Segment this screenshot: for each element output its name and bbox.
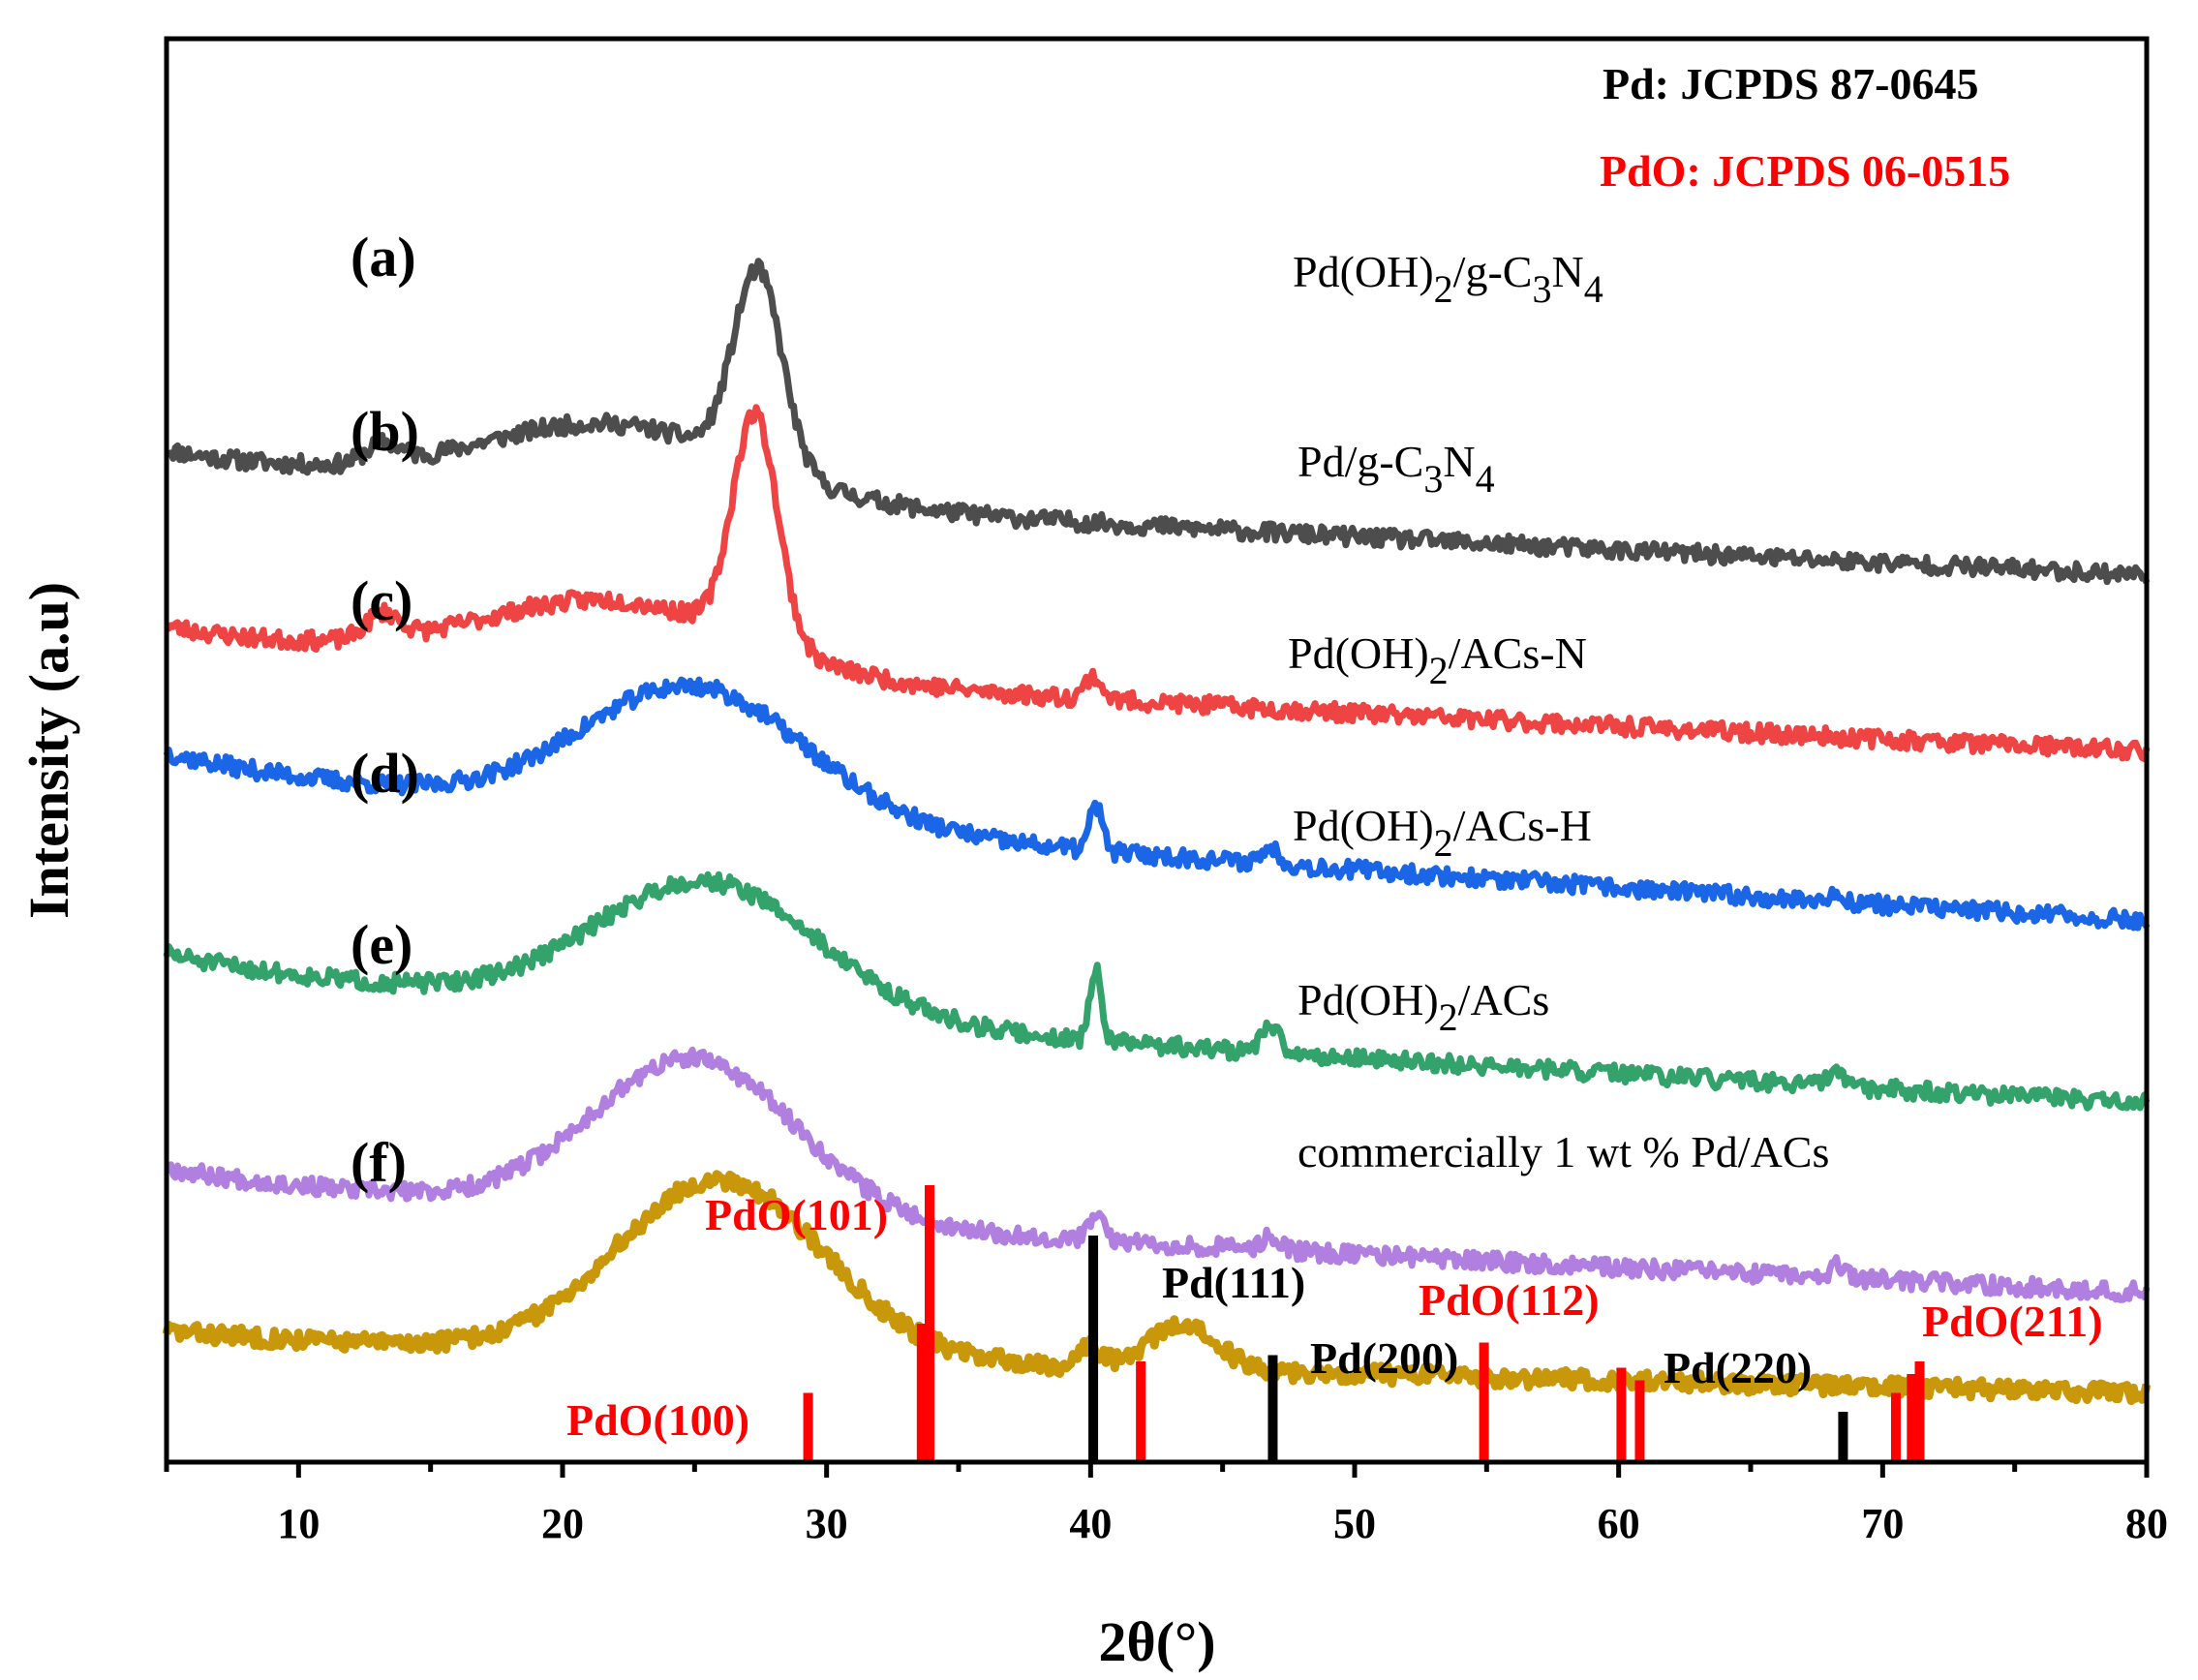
sample-name-f: commercially 1 wt % Pd/ACs (1297, 1127, 1829, 1176)
x-tick-label-40: 40 (1069, 1500, 1112, 1547)
series-line-a (165, 258, 2151, 586)
sample-name-c: Pd(OH)2/ACs-N (1288, 628, 1587, 692)
series-layer (162, 258, 2152, 1406)
reference-lines-layer (803, 1185, 1925, 1462)
sample-tag-b: (b) (351, 400, 419, 463)
plot-frame (164, 36, 2150, 1465)
sample-tag-e: (e) (351, 913, 412, 976)
peak-label-pdo-100: PdO(100) (566, 1395, 749, 1445)
series-line-c (163, 676, 2151, 932)
peak-label-pd-200: Pd(200) (1310, 1333, 1458, 1383)
peak-label-pd-220: Pd(220) (1664, 1343, 1812, 1392)
peak-label-pdo-112: PdO(112) (1419, 1275, 1600, 1325)
series-line-f (162, 1170, 2152, 1406)
x-tick-label-60: 60 (1598, 1500, 1640, 1547)
series-line-e (165, 1046, 2151, 1303)
sample-tag-c: (c) (351, 569, 412, 632)
sample-tag-d: (d) (351, 742, 419, 805)
legend-pdo-reference: PdO: JCPDS 06-0515 (1600, 146, 2010, 196)
sample-name-d: Pd(OH)2/ACs-H (1293, 801, 1592, 865)
peak-label-pdo-101: PdO(101) (705, 1190, 888, 1239)
peak-label-pdo-211: PdO(211) (1922, 1297, 2103, 1346)
x-tick-label-70: 70 (1861, 1500, 1904, 1547)
sample-name-a: Pd(OH)2/g-C3N4 (1293, 247, 1603, 311)
y-axis-title: Intensity (a.u) (17, 582, 80, 919)
x-tick-label-50: 50 (1333, 1500, 1376, 1547)
peak-label-pd-111: Pd(111) (1162, 1258, 1305, 1307)
x-axis-title: 2θ(°) (1098, 1610, 1215, 1673)
sample-tag-a: (a) (351, 226, 416, 289)
sample-tag-f: (f) (351, 1131, 407, 1194)
series-line-d (163, 871, 2151, 1112)
sample-name-b: Pd/g-C3N4 (1297, 437, 1495, 501)
x-tick-label-20: 20 (541, 1500, 584, 1547)
x-axis-ticks: 10 20 30 40 50 60 70 80 (164, 1462, 2168, 1547)
series-line-b (165, 404, 2151, 763)
legend-pd-reference: Pd: JCPDS 87-0645 (1603, 59, 1978, 108)
x-tick-label-10: 10 (277, 1500, 320, 1547)
x-tick-label-80: 80 (2125, 1500, 2168, 1547)
sample-name-e: Pd(OH)2/ACs (1297, 975, 1549, 1039)
x-tick-label-30: 30 (806, 1500, 848, 1547)
